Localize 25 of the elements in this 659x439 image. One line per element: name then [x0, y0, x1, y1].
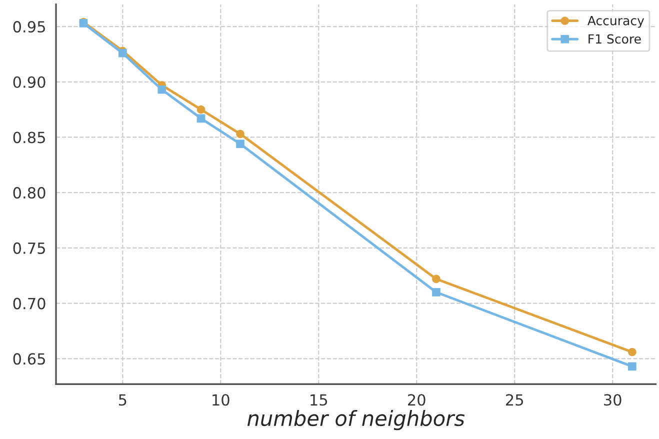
- y-tick-label: 0.75: [13, 242, 45, 254]
- x-tick-label: 15: [310, 394, 328, 406]
- y-tick-label: 0.90: [13, 76, 46, 88]
- point: [432, 288, 440, 296]
- point: [236, 140, 244, 148]
- y-tick-label: 0.95: [13, 20, 45, 33]
- x-tick-label: 30: [604, 394, 622, 406]
- point: [628, 348, 636, 356]
- legend-label: F1 Score: [588, 34, 641, 44]
- y-tick-label: 0.80: [13, 187, 46, 199]
- x-tick-label: 25: [506, 394, 523, 406]
- x-tick-label: 5: [118, 394, 126, 406]
- x-axis-title: number of neighbors: [247, 410, 465, 430]
- point: [628, 362, 636, 371]
- legend-label: Accuracy: [587, 16, 644, 28]
- x-tick-label: 10: [212, 394, 230, 406]
- y-tick-label: 0.70: [13, 298, 46, 310]
- y-tick-label: 0.65: [13, 353, 45, 365]
- point: [196, 105, 206, 114]
- point: [236, 130, 244, 138]
- point: [432, 274, 440, 284]
- x-tick-label: 20: [408, 394, 426, 406]
- y-tick-label: 0.85: [13, 132, 45, 144]
- point: [196, 114, 206, 123]
- point: [158, 85, 166, 94]
